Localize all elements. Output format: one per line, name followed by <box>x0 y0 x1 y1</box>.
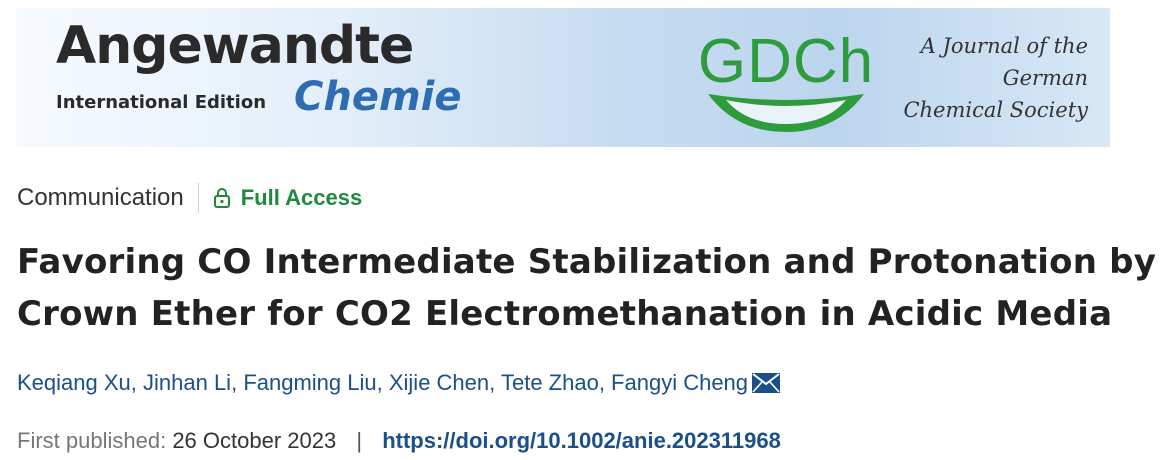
meta-divider <box>197 183 199 213</box>
author-link[interactable]: Jinhan Li <box>143 370 232 395</box>
first-published-date: 26 October 2023 <box>172 428 337 453</box>
journal-name: Angewandte <box>56 16 414 76</box>
journal-banner[interactable]: Angewandte International Edition Chemie … <box>16 8 1110 147</box>
gdch-arc-icon <box>708 94 864 132</box>
access-badge: Full Access <box>240 185 363 210</box>
tagline-line: Chemical Society <box>903 98 1088 122</box>
author-link[interactable]: Fangming Liu <box>243 370 377 395</box>
journal-subtitle: Chemie <box>294 74 462 120</box>
author-link[interactable]: Keqiang Xu <box>17 370 131 395</box>
pub-divider: | <box>356 428 363 453</box>
society-tagline: A Journal of the German Chemical Society <box>903 30 1088 126</box>
first-published-label: First published: <box>17 428 167 453</box>
article-title: Favoring CO Intermediate Stabilization a… <box>17 242 1157 334</box>
gdch-logo-text: GDCh <box>697 27 875 96</box>
article-meta: Communication Full Access <box>17 182 362 214</box>
journal-edition: International Edition <box>56 92 267 113</box>
author-link[interactable]: Fangyi Cheng <box>611 370 749 395</box>
tagline-line: German <box>1002 66 1088 90</box>
envelope-icon[interactable] <box>752 373 781 393</box>
author-list: Keqiang Xu, Jinhan Li, Fangming Liu, Xij… <box>17 370 781 396</box>
tagline-line: A Journal of the <box>920 34 1088 58</box>
author-link[interactable]: Xijie Chen <box>388 370 490 395</box>
author-link[interactable]: Tete Zhao <box>500 370 599 395</box>
article-type: Communication <box>17 184 184 211</box>
doi-link[interactable]: https://doi.org/10.1002/anie.202311968 <box>382 428 781 453</box>
gdch-logo: GDCh <box>686 26 886 136</box>
lock-icon <box>213 188 230 208</box>
publication-info: First published: 26 October 2023 | https… <box>17 428 781 454</box>
